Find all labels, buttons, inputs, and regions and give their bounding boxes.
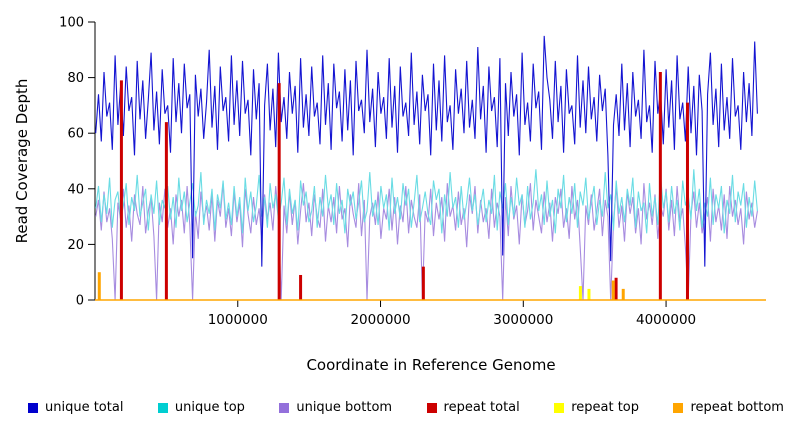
legend-swatch-repeat-total [426,402,437,413]
legend-item-repeat-total: repeat total [426,400,520,415]
series-unique-top [95,169,758,234]
x-tick-label: 1000000 [208,312,268,328]
x-axis-title: Coordinate in Reference Genome [306,356,556,374]
x-tick-label: 4000000 [636,312,696,328]
legend-label: unique total [45,400,124,415]
legend-label: repeat bottom [690,400,784,415]
legend-swatch-unique-top [157,402,168,413]
coverage-chart: 0 20 40 60 80 100 1000000 2000000 3000000 4000000 [59,16,766,328]
y-tick-label: 60 [67,127,84,142]
chart-legend: unique total unique top unique bottom repea… [28,400,784,415]
legend-label: repeat total [443,400,520,415]
y-tick-label: 40 [67,182,84,197]
legend-item-repeat-bottom: repeat bottom [673,400,784,415]
series-unique-total [95,35,758,267]
legend-item-unique-top: unique top [157,400,245,415]
y-tick-label: 0 [76,294,84,309]
x-tick-label: 3000000 [493,312,553,328]
legend-swatch-unique-bottom [279,402,290,413]
legend-item-unique-total: unique total [28,400,123,415]
legend-item-unique-bottom: unique bottom [279,400,392,415]
legend-item-repeat-top: repeat top [554,400,639,415]
legend-swatch-repeat-top [554,402,565,413]
legend-label: unique top [174,400,245,415]
legend-swatch-unique-total [28,402,38,413]
y-axis-title: Read Coverage Depth [13,78,31,244]
legend-swatch-repeat-bottom [673,402,684,413]
legend-label: repeat top [571,400,639,415]
y-tick-label: 20 [67,238,84,253]
x-tick-label: 2000000 [350,312,410,328]
y-tick-label: 80 [67,71,84,86]
y-tick-label: 100 [59,16,84,31]
legend-label: unique bottom [296,400,393,415]
